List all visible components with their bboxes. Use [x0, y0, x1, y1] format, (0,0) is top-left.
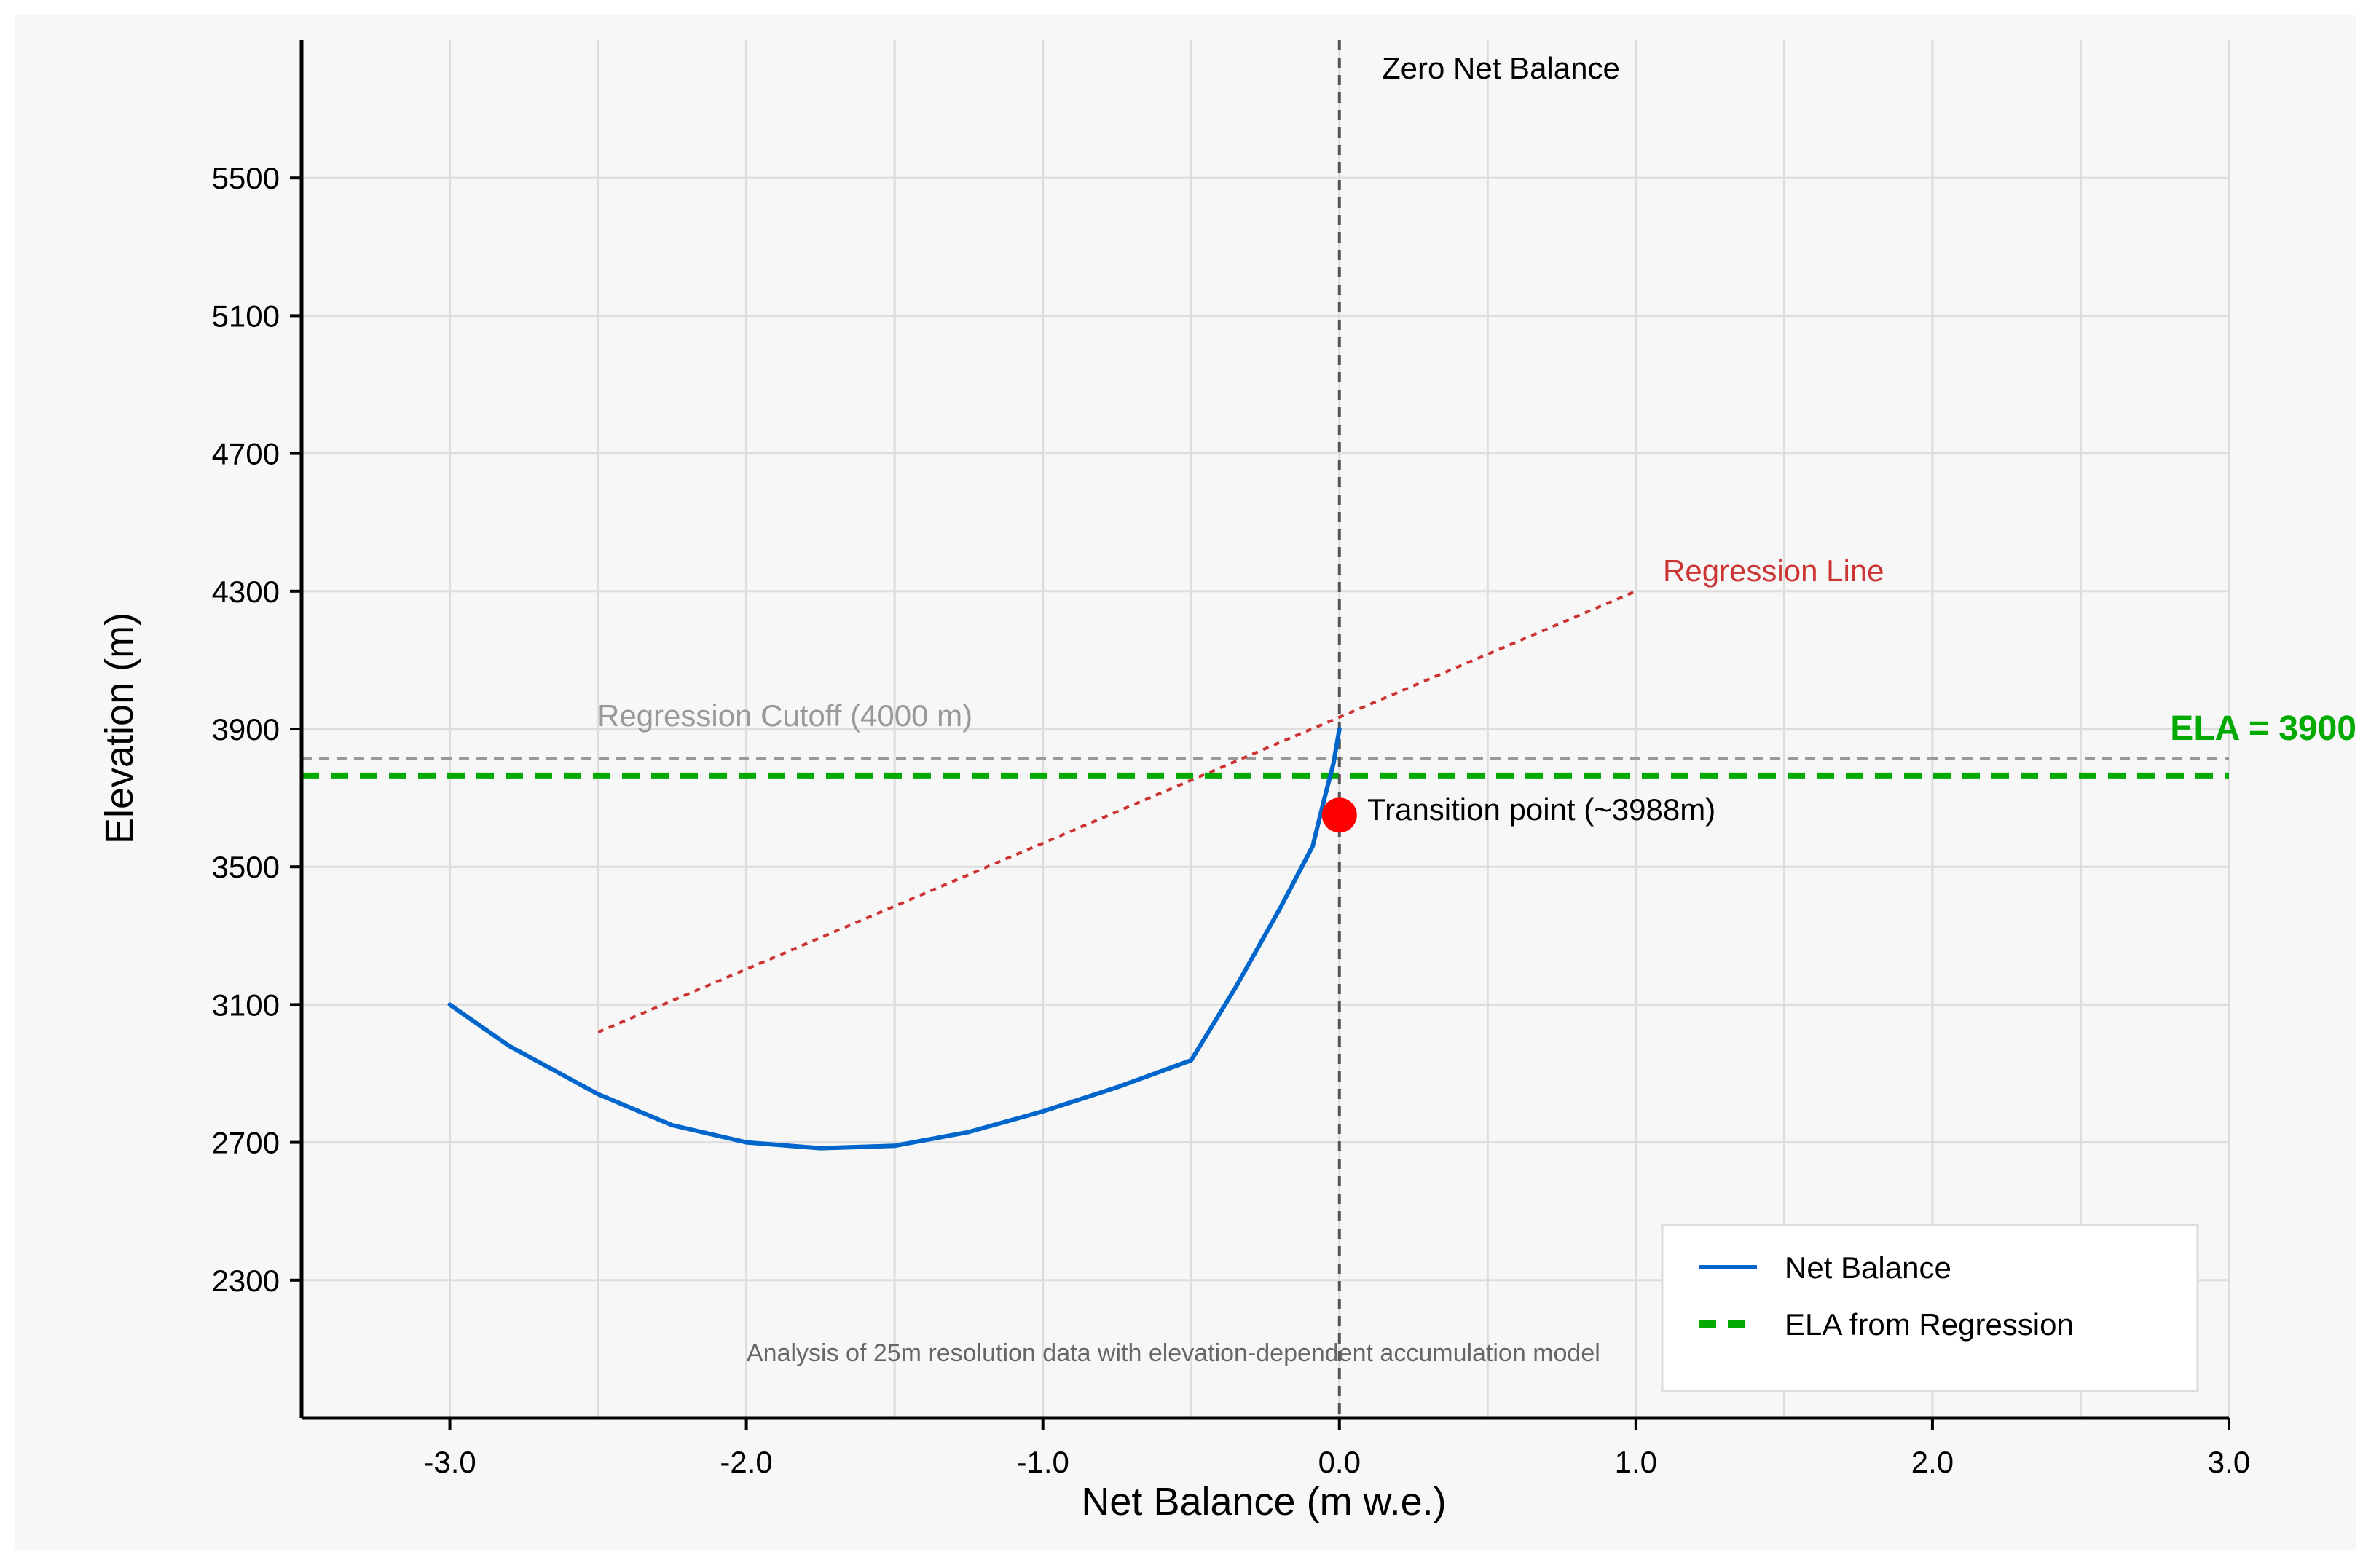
x-tick-label: -2.0	[720, 1445, 772, 1479]
legend: Net Balance ELA from Regression	[1661, 1224, 2199, 1392]
y-tick-label: 2300	[212, 1264, 280, 1298]
y-tick-label: 5100	[212, 299, 280, 333]
legend-net-balance-label: Net Balance	[1785, 1250, 1951, 1285]
transition-point-label: Transition point (~3988m)	[1367, 792, 1715, 827]
x-axis-label: Net Balance (m w.e.)	[1081, 1480, 1446, 1524]
x-tick-label: -1.0	[1017, 1445, 1069, 1479]
net-balance-series-line	[447, 727, 1342, 1151]
axes: 2300 2700 3100 3500 3900 4300 4700 5100 5500 -3.0…	[212, 40, 2250, 1479]
y-tick-label: 3900	[212, 712, 280, 746]
y-tick-label: 3500	[212, 850, 280, 884]
series-layer	[447, 727, 1357, 1151]
legend-box	[1661, 1224, 2199, 1392]
y-tick-label: 3100	[212, 988, 280, 1022]
x-tick-label: 3.0	[2208, 1445, 2250, 1479]
transition-point-marker	[1321, 797, 1357, 833]
y-tick-label: 4700	[212, 437, 280, 471]
regression-line-label: Regression Line	[1663, 553, 1884, 588]
regression-cutoff-label: Regression Cutoff (4000 m)	[597, 698, 972, 733]
ela-value-label: ELA = 3900	[2170, 709, 2356, 748]
x-tick-label: 1.0	[1615, 1445, 1657, 1479]
y-tick-label: 5500	[212, 161, 280, 195]
x-tick-label: 2.0	[1911, 1445, 1954, 1479]
legend-ela-label: ELA from Regression	[1785, 1307, 2074, 1342]
x-tick-label: 0.0	[1318, 1445, 1361, 1479]
y-tick-label: 2700	[212, 1126, 280, 1160]
regression-line	[597, 589, 1637, 1034]
y-tick-label: 4300	[212, 575, 280, 609]
x-tick-label: -3.0	[423, 1445, 476, 1479]
grid-lines	[302, 40, 2230, 1418]
zero-net-balance-label: Zero Net Balance	[1382, 51, 1620, 85]
y-axis-label: Elevation (m)	[98, 612, 141, 844]
chart-caption: Analysis of 25m resolution data with ele…	[747, 1339, 1600, 1367]
